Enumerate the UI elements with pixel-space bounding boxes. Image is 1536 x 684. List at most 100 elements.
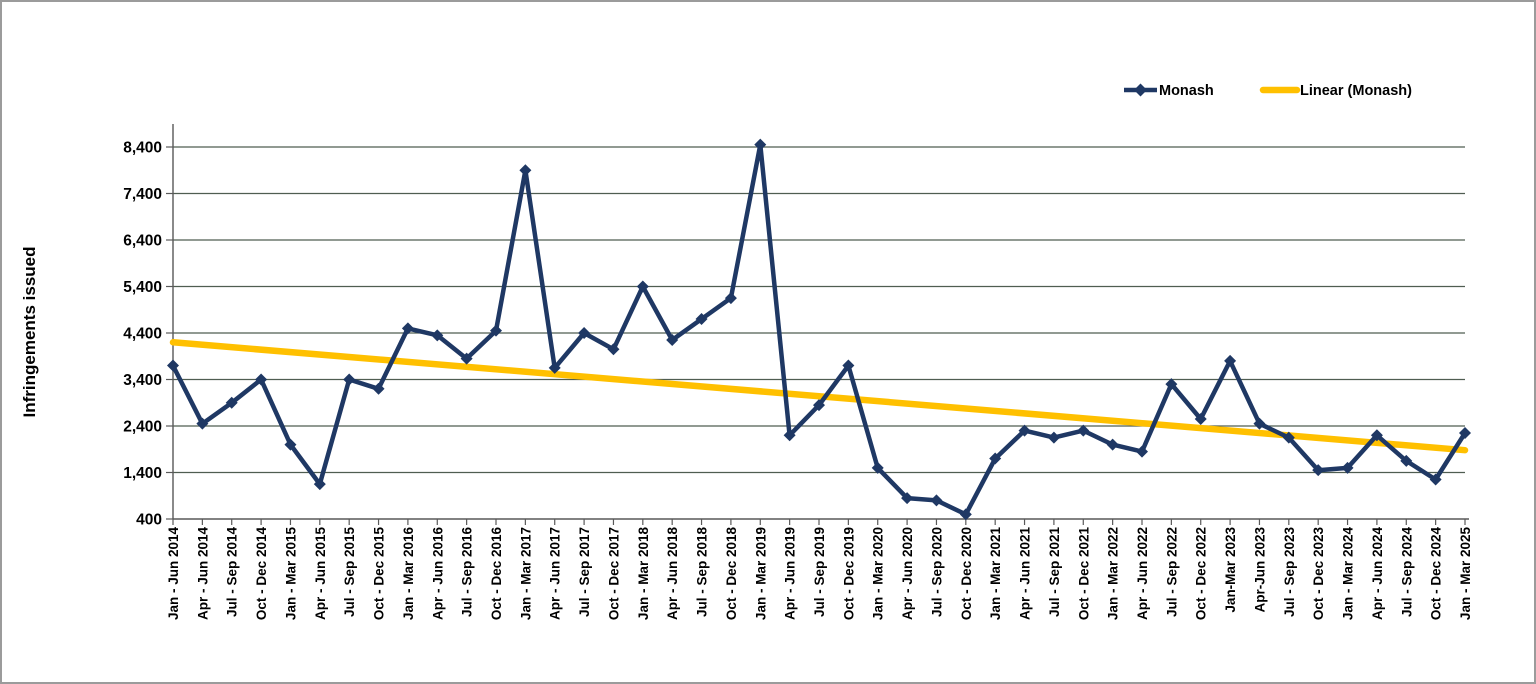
x-tick-label: Jan - Mar 2019 bbox=[753, 527, 768, 620]
x-tick-label: Jul - Sep 2018 bbox=[695, 527, 710, 618]
x-tick-label: Jul - Sep 2024 bbox=[1399, 527, 1414, 618]
x-tick-label: Apr - Jun 2024 bbox=[1370, 527, 1385, 621]
x-tick-label: Oct - Dec 2019 bbox=[841, 527, 856, 620]
x-axis-labels: Jan - Jun 2014 Apr - Jun 2014 Jul - Sep 20… bbox=[166, 527, 1473, 621]
legend-label-linear-monash: Linear (Monash) bbox=[1300, 83, 1412, 99]
data-point-marker bbox=[666, 333, 679, 346]
y-tick-label: 8,400 bbox=[123, 140, 162, 157]
x-tick-label: Oct - Dec 2015 bbox=[372, 527, 387, 621]
data-point-marker bbox=[607, 343, 620, 356]
x-tick-label: Jan - Mar 2025 bbox=[1458, 527, 1473, 621]
x-tick-label: Oct - Dec 2023 bbox=[1311, 527, 1326, 621]
y-axis-title: Infringements issued bbox=[20, 247, 39, 418]
data-point-marker bbox=[636, 280, 649, 293]
data-point-marker bbox=[1106, 438, 1119, 451]
x-tick-label: Apr-Jun 2023 bbox=[1252, 527, 1267, 613]
data-point-marker bbox=[871, 461, 884, 474]
data-point-marker bbox=[1047, 431, 1060, 444]
x-tick-label: Oct - Dec 2024 bbox=[1429, 527, 1444, 621]
y-tick-label: 3,400 bbox=[123, 372, 162, 389]
x-tick-label: Jul - Sep 2015 bbox=[342, 527, 357, 618]
x-tick-label: Jan - Mar 2016 bbox=[401, 527, 416, 621]
x-tick-label: Apr - Jun 2019 bbox=[783, 527, 798, 620]
x-tick-label: Jan - Jun 2014 bbox=[166, 527, 181, 621]
data-point-marker bbox=[343, 373, 356, 386]
data-point-marker bbox=[1077, 424, 1090, 437]
data-point-marker bbox=[695, 313, 708, 326]
data-point-marker bbox=[1282, 431, 1295, 444]
data-point-marker bbox=[930, 494, 943, 507]
x-tick-label: Apr - Jun 2018 bbox=[665, 527, 680, 621]
legend: Monash Linear (Monash) bbox=[1124, 83, 1412, 99]
legend-label-monash: Monash bbox=[1159, 83, 1214, 99]
x-tick-label: Oct - Dec 2020 bbox=[959, 527, 974, 620]
data-point-marker bbox=[754, 138, 767, 151]
x-tick-label: Oct - Dec 2014 bbox=[254, 527, 269, 621]
x-tick-label: Jan - Mar 2015 bbox=[283, 527, 298, 621]
data-point-marker bbox=[1341, 461, 1354, 474]
x-tick-label: Oct - Dec 2021 bbox=[1076, 527, 1091, 621]
data-point-marker bbox=[255, 373, 268, 386]
data-point-marker bbox=[460, 352, 473, 365]
x-tick-label: Jul - Sep 2017 bbox=[577, 527, 592, 617]
x-tick-label: Jul - Sep 2014 bbox=[225, 527, 240, 618]
x-tick-label: Apr - Jun 2021 bbox=[1018, 527, 1033, 621]
x-tick-label: Oct - Dec 2017 bbox=[606, 527, 621, 620]
data-point-marker bbox=[1018, 424, 1031, 437]
data-point-marker bbox=[519, 164, 532, 177]
axes bbox=[166, 124, 1469, 525]
legend-item-linear-monash: Linear (Monash) bbox=[1259, 83, 1412, 99]
x-tick-label: Jan - Mar 2024 bbox=[1341, 527, 1356, 621]
y-tick-label: 4,400 bbox=[123, 326, 162, 343]
data-point-marker bbox=[783, 429, 796, 442]
data-point-marker bbox=[959, 508, 972, 521]
data-point-marker bbox=[901, 492, 914, 505]
y-tick-label: 400 bbox=[136, 512, 162, 529]
series-line-monash bbox=[170, 142, 1468, 517]
data-point-marker bbox=[431, 329, 444, 342]
data-point-marker bbox=[548, 361, 561, 374]
data-point-marker bbox=[313, 478, 326, 491]
x-tick-label: Jul - Sep 2019 bbox=[812, 527, 827, 617]
x-tick-label: Apr - Jun 2014 bbox=[195, 527, 210, 621]
y-axis-labels: 400 1,400 2,400 3,400 4,400 5,400 6,400 7,400 8,… bbox=[123, 140, 162, 529]
x-tick-label: Apr - Jun 2017 bbox=[548, 527, 563, 620]
x-tick-label: Jul - Sep 2022 bbox=[1164, 527, 1179, 617]
x-tick-label: Jan - Mar 2020 bbox=[871, 527, 886, 620]
data-point-marker bbox=[1400, 454, 1413, 467]
monash-diamond-icon bbox=[1134, 83, 1147, 97]
data-point-marker bbox=[724, 292, 737, 305]
x-tick-label: Apr - Jun 2015 bbox=[313, 527, 328, 621]
data-point-marker bbox=[1312, 464, 1325, 477]
y-tick-label: 1,400 bbox=[123, 465, 162, 482]
data-point-marker bbox=[578, 327, 591, 339]
data-point-marker bbox=[490, 324, 502, 337]
x-tick-label: Jan - Mar 2017 bbox=[518, 527, 533, 620]
y-tick-label: 6,400 bbox=[123, 233, 162, 250]
data-point-marker bbox=[372, 382, 385, 395]
data-point-marker bbox=[1459, 426, 1471, 439]
x-tick-label: Jan-Mar 2023 bbox=[1223, 527, 1238, 613]
y-tick-label: 7,400 bbox=[123, 186, 162, 203]
data-point-marker bbox=[225, 396, 238, 409]
data-point-marker bbox=[1429, 473, 1442, 486]
data-point-marker bbox=[284, 438, 297, 451]
x-tick-label: Apr - Jun 2020 bbox=[900, 527, 915, 620]
x-tick-label: Jul - Sep 2023 bbox=[1282, 527, 1297, 618]
x-tick-label: Oct - Dec 2016 bbox=[489, 527, 504, 621]
series-group bbox=[167, 138, 1471, 521]
data-point-marker bbox=[989, 452, 1002, 465]
data-point-marker bbox=[813, 399, 825, 412]
x-tick-label: Oct - Dec 2018 bbox=[724, 527, 739, 621]
data-point-marker bbox=[1165, 378, 1178, 391]
legend-item-monash: Monash bbox=[1124, 83, 1214, 99]
y-tick-label: 5,400 bbox=[123, 279, 162, 296]
gridlines bbox=[173, 146, 1465, 474]
data-point-marker bbox=[1194, 413, 1207, 426]
data-point-marker bbox=[1224, 354, 1237, 367]
data-point-marker bbox=[167, 359, 179, 372]
x-tick-label: Jul - Sep 2016 bbox=[460, 527, 475, 618]
data-point-marker bbox=[1370, 429, 1383, 442]
